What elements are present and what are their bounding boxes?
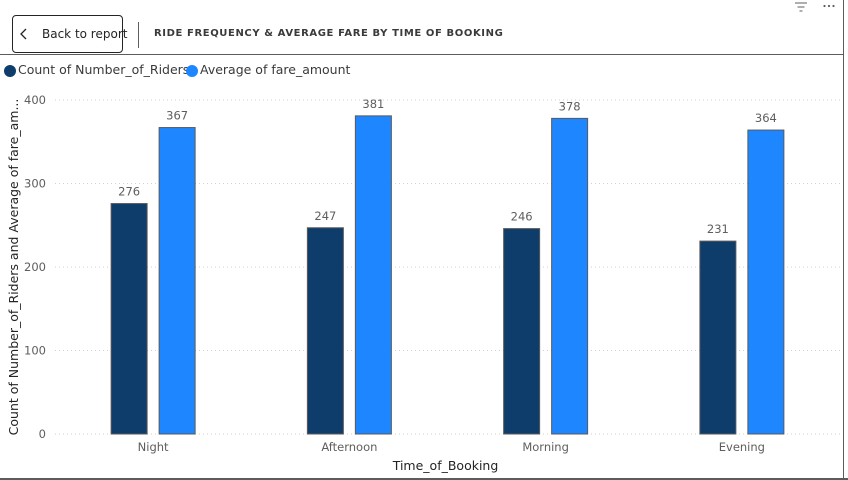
y-tick-label: 200 <box>24 260 46 274</box>
bar-average <box>551 117 589 435</box>
y-tick-label: 100 <box>24 344 46 358</box>
legend-label-average: Average of fare_amount <box>200 62 351 77</box>
y-tick-label: 400 <box>24 93 46 107</box>
data-label-count: 231 <box>707 222 729 236</box>
x-tick-label: Night <box>138 440 169 454</box>
legend-dot-count <box>4 65 16 77</box>
data-label-average: 378 <box>559 99 581 113</box>
y-tick-label: 0 <box>39 427 46 441</box>
chevron-left-icon <box>20 28 27 40</box>
more-options-icon[interactable] <box>822 1 836 11</box>
header-divider <box>0 54 843 55</box>
bar-count <box>306 227 344 435</box>
bar-average <box>747 129 785 435</box>
clustered-column-chart: 0 100 200 300 400 276 367 Night 247 381 Afternoon 2… <box>6 93 840 473</box>
data-label-count: 247 <box>314 209 336 223</box>
bar-average <box>158 127 196 435</box>
title-divider <box>138 22 139 48</box>
bar-count <box>699 240 737 435</box>
legend-dot-average <box>186 65 198 77</box>
back-to-report-label: Back to report <box>42 27 128 41</box>
data-label-average: 381 <box>362 97 384 111</box>
bar-count <box>110 203 148 435</box>
bar-count <box>503 228 541 435</box>
data-label-average: 367 <box>166 109 188 123</box>
data-label-count: 246 <box>511 210 533 224</box>
data-label-average: 364 <box>755 111 777 125</box>
x-axis-title: Time_of_Booking <box>392 458 499 473</box>
data-label-count: 276 <box>118 185 140 199</box>
visual-frame-bottom-border <box>0 478 848 480</box>
legend-label-count: Count of Number_of_Riders <box>18 62 190 77</box>
filter-icon[interactable] <box>794 1 808 13</box>
x-tick-label: Evening <box>719 440 765 454</box>
x-tick-label: Afternoon <box>321 440 377 454</box>
y-tick-label: 300 <box>24 177 46 191</box>
y-axis-title: Count of Number_of_Riders and Average of… <box>6 99 21 436</box>
visual-frame-right-border <box>843 0 844 480</box>
bar-average <box>354 115 392 435</box>
x-tick-label: Morning <box>522 440 569 454</box>
back-to-report-button[interactable]: Back to report <box>12 15 127 53</box>
page-title: RIDE FREQUENCY & AVERAGE FARE BY TIME OF… <box>154 28 504 39</box>
